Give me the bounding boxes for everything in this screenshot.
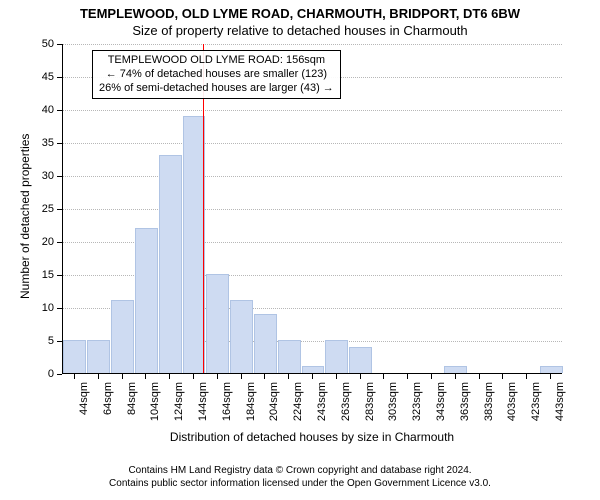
ytick-mark <box>57 374 62 375</box>
xtick-mark <box>288 374 289 379</box>
ytick-label: 45 <box>32 71 54 83</box>
xtick-label: 144sqm <box>197 382 209 430</box>
histogram-bar <box>159 155 182 373</box>
xtick-label: 323sqm <box>411 382 423 430</box>
gridline <box>63 44 562 45</box>
xtick-label: 363sqm <box>459 382 471 430</box>
xtick-mark <box>145 374 146 379</box>
histogram-bar <box>206 274 229 373</box>
xtick-mark <box>383 374 384 379</box>
ytick-mark <box>57 209 62 210</box>
ytick-mark <box>57 341 62 342</box>
gridline <box>63 209 562 210</box>
xtick-label: 443sqm <box>554 382 566 430</box>
histogram-bar <box>349 347 372 373</box>
ytick-label: 40 <box>32 104 54 116</box>
xtick-mark <box>193 374 194 379</box>
footer-line-2: Contains public sector information licen… <box>0 478 600 491</box>
histogram-bar <box>135 228 158 373</box>
x-axis-label: Distribution of detached houses by size … <box>62 430 562 444</box>
xtick-mark <box>526 374 527 379</box>
xtick-label: 224sqm <box>292 382 304 430</box>
xtick-mark <box>360 374 361 379</box>
xtick-label: 44sqm <box>78 382 90 430</box>
xtick-label: 124sqm <box>173 382 185 430</box>
ytick-mark <box>57 242 62 243</box>
gridline <box>63 176 562 177</box>
ytick-mark <box>57 176 62 177</box>
xtick-label: 423sqm <box>530 382 542 430</box>
histogram-bar <box>325 340 348 373</box>
y-axis-label: Number of detached properties <box>18 134 32 299</box>
annotation-line: ← 74% of detached houses are smaller (12… <box>99 68 334 82</box>
histogram-bar <box>183 116 206 373</box>
ytick-label: 0 <box>32 368 54 380</box>
xtick-mark <box>502 374 503 379</box>
ytick-label: 20 <box>32 236 54 248</box>
footer-line-1: Contains HM Land Registry data © Crown c… <box>0 465 600 478</box>
annotation-line: 26% of semi-detached houses are larger (… <box>99 82 334 96</box>
title-block: TEMPLEWOOD, OLD LYME ROAD, CHARMOUTH, BR… <box>0 0 600 38</box>
histogram-bar <box>230 300 253 373</box>
xtick-mark <box>241 374 242 379</box>
xtick-label: 104sqm <box>149 382 161 430</box>
xtick-mark <box>550 374 551 379</box>
xtick-mark <box>407 374 408 379</box>
xtick-mark <box>98 374 99 379</box>
ytick-label: 5 <box>32 335 54 347</box>
xtick-label: 403sqm <box>506 382 518 430</box>
histogram-bar <box>111 300 134 373</box>
histogram-bar <box>87 340 110 373</box>
histogram-bar <box>63 340 86 373</box>
xtick-label: 64sqm <box>102 382 114 430</box>
xtick-label: 383sqm <box>483 382 495 430</box>
ytick-label: 50 <box>32 38 54 50</box>
xtick-mark <box>169 374 170 379</box>
ytick-mark <box>57 110 62 111</box>
xtick-mark <box>479 374 480 379</box>
xtick-label: 84sqm <box>126 382 138 430</box>
ytick-mark <box>57 275 62 276</box>
page-title-2: Size of property relative to detached ho… <box>0 23 600 38</box>
xtick-mark <box>122 374 123 379</box>
ytick-mark <box>57 77 62 78</box>
xtick-mark <box>431 374 432 379</box>
footer-attribution: Contains HM Land Registry data © Crown c… <box>0 465 600 490</box>
ytick-label: 15 <box>32 269 54 281</box>
xtick-label: 204sqm <box>268 382 280 430</box>
xtick-label: 164sqm <box>221 382 233 430</box>
histogram-bar <box>540 366 563 373</box>
xtick-mark <box>336 374 337 379</box>
histogram-bar <box>278 340 301 373</box>
xtick-label: 263sqm <box>340 382 352 430</box>
histogram-bar <box>444 366 467 373</box>
ytick-label: 25 <box>32 203 54 215</box>
xtick-label: 303sqm <box>387 382 399 430</box>
annotation-line: TEMPLEWOOD OLD LYME ROAD: 156sqm <box>99 54 334 68</box>
ytick-label: 30 <box>32 170 54 182</box>
xtick-label: 184sqm <box>245 382 257 430</box>
xtick-mark <box>217 374 218 379</box>
ytick-label: 35 <box>32 137 54 149</box>
xtick-label: 283sqm <box>364 382 376 430</box>
xtick-mark <box>312 374 313 379</box>
ytick-mark <box>57 308 62 309</box>
xtick-mark <box>264 374 265 379</box>
ytick-label: 10 <box>32 302 54 314</box>
histogram-bar <box>254 314 277 373</box>
histogram-bar <box>302 366 325 373</box>
xtick-mark <box>74 374 75 379</box>
xtick-label: 343sqm <box>435 382 447 430</box>
gridline <box>63 110 562 111</box>
xtick-mark <box>455 374 456 379</box>
ytick-mark <box>57 44 62 45</box>
xtick-label: 243sqm <box>316 382 328 430</box>
gridline <box>63 143 562 144</box>
ytick-mark <box>57 143 62 144</box>
annotation-box: TEMPLEWOOD OLD LYME ROAD: 156sqm← 74% of… <box>92 50 341 99</box>
page-title-1: TEMPLEWOOD, OLD LYME ROAD, CHARMOUTH, BR… <box>0 6 600 21</box>
